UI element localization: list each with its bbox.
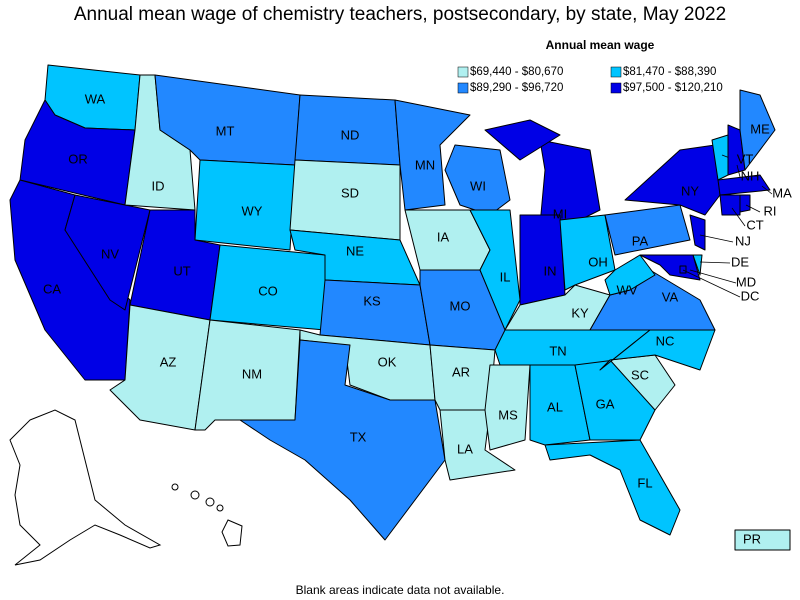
state [239, 339, 446, 541]
legend-swatch [457, 66, 469, 78]
state [539, 139, 601, 226]
legend-title: Annual mean wage [546, 38, 655, 52]
title: Annual mean wage of chemistry teachers, … [74, 4, 726, 25]
state-label: ME [750, 121, 770, 136]
state-label: WA [85, 91, 106, 106]
state-label: WI [470, 178, 486, 193]
state-label: GA [596, 396, 615, 411]
state-label: NY [681, 183, 699, 198]
state-label: MI [553, 206, 567, 221]
state-label: CA [43, 281, 61, 296]
state [484, 364, 531, 451]
state-label: ND [341, 127, 360, 142]
state-label: OR [68, 151, 88, 166]
state [739, 89, 776, 171]
state-label: NH [741, 168, 760, 183]
state [544, 439, 681, 536]
state-label: TX [350, 429, 367, 444]
state-label: NE [346, 243, 364, 258]
state-label: NJ [735, 233, 751, 248]
state-label: IL [500, 269, 511, 284]
state-label: MS [498, 407, 518, 422]
legend-label: $89,290 - $96,720 [470, 82, 563, 94]
state-label: UT [173, 263, 190, 278]
state [394, 99, 471, 211]
states: WA OR CA NV ID MT WY UT CO AZ NM ND SD NE KS OK TX MN IA MO… [9, 64, 792, 551]
state-label: OH [588, 254, 608, 269]
state-label: SD [341, 185, 359, 200]
legend-label: $81,470 - $88,390 [623, 66, 716, 78]
state-label: NV [101, 246, 119, 261]
legend-label: $69,440 - $80,670 [470, 66, 563, 78]
hawaii [171, 483, 243, 547]
leader-line [699, 261, 731, 264]
state-label: NM [242, 366, 262, 381]
state-label: NC [656, 333, 675, 348]
state-label: PA [632, 233, 649, 248]
leader-line [699, 234, 734, 243]
state [719, 194, 741, 216]
state [519, 214, 566, 306]
state-label: CT [746, 217, 763, 232]
state-label: KY [571, 305, 589, 320]
leader-line [689, 269, 737, 284]
state [604, 204, 691, 256]
state [529, 364, 591, 446]
legend-label: $97,500 - $120,210 [623, 82, 723, 94]
legend-swatch [610, 66, 622, 78]
state-label: TN [549, 343, 566, 358]
state-label: VT [737, 151, 754, 166]
state [734, 529, 791, 551]
state-label: MO [450, 298, 471, 313]
leader-line [736, 164, 741, 178]
state [484, 119, 561, 161]
state [64, 194, 151, 311]
state [717, 174, 771, 196]
state-label: PR [743, 531, 761, 546]
state [679, 265, 687, 274]
state-label: AR [452, 364, 470, 379]
legend-swatch [457, 82, 469, 94]
legend: $69,440 - $80,670 $81,470 - $88,390 $89,29… [457, 66, 723, 94]
state [574, 359, 656, 441]
state-label: RI [764, 203, 777, 218]
state-label: IN [544, 263, 557, 278]
state [624, 144, 721, 216]
note: Blank areas indicate data not available. [296, 583, 505, 597]
state [692, 254, 703, 276]
state-label: DC [741, 288, 760, 303]
state-label: FL [637, 475, 652, 490]
state [689, 214, 706, 251]
state-label: AL [547, 399, 563, 414]
state [194, 159, 296, 251]
alaska [9, 409, 162, 566]
state-label: MT [216, 123, 235, 138]
state-label: SC [631, 367, 649, 382]
leader-line [682, 269, 741, 298]
state [639, 254, 701, 281]
state-label: CO [258, 283, 278, 298]
state [739, 194, 751, 213]
state-label: MA [772, 185, 792, 200]
state-label: KS [363, 293, 381, 308]
state-label: WY [242, 203, 263, 218]
leader-line [731, 207, 746, 227]
leader-line [745, 204, 761, 213]
legend-swatch [610, 82, 622, 94]
state-label: DE [731, 254, 749, 269]
state-label: WV [617, 282, 638, 297]
leader-line [761, 185, 773, 195]
state-label: IA [437, 229, 450, 244]
state-label: LA [457, 441, 473, 456]
state-label: VA [662, 289, 679, 304]
state-label: ID [152, 178, 165, 193]
state [319, 279, 431, 346]
state [559, 214, 616, 291]
state-label: OK [378, 354, 397, 369]
state-label: MD [736, 274, 756, 289]
state-label: MN [415, 157, 435, 172]
state-label: AZ [160, 354, 177, 369]
